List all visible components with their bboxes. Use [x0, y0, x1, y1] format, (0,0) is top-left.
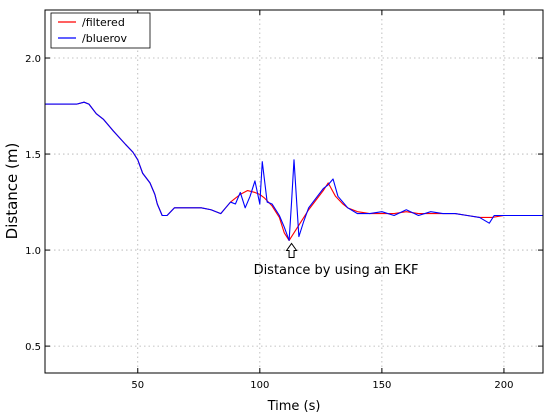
series-line-bluerov: [45, 101, 543, 242]
annotation-arrow-icon: [285, 242, 298, 258]
annotation-text: Distance by using an EKF: [254, 263, 419, 278]
legend: /filtered /bluerov: [50, 12, 151, 49]
y-tick-label: 1.5: [25, 150, 41, 161]
y-tick-label: 1.0: [25, 246, 41, 257]
axis-ticks: 50 100 150 200 0.5 1.0 1.5 2.0: [25, 10, 543, 391]
annotation: Distance by using an EKF: [254, 242, 419, 278]
x-tick-label: 200: [494, 380, 513, 391]
grid-lines: [45, 10, 543, 373]
legend-label-filtered: /filtered: [82, 16, 125, 29]
plot-frame: [44, 9, 544, 374]
series-lines: [45, 101, 543, 242]
legend-box: [50, 12, 151, 49]
x-tick-label: 50: [131, 380, 144, 391]
plot-area: [45, 10, 543, 373]
x-tick-label: 100: [250, 380, 269, 391]
y-axis-label: Distance (m): [3, 143, 21, 240]
x-axis-label: Time (s): [267, 399, 321, 414]
legend-label-bluerov: /bluerov: [82, 32, 127, 45]
x-tick-label: 150: [372, 380, 391, 391]
y-tick-label: 0.5: [25, 342, 41, 353]
y-tick-label: 2.0: [25, 54, 41, 65]
